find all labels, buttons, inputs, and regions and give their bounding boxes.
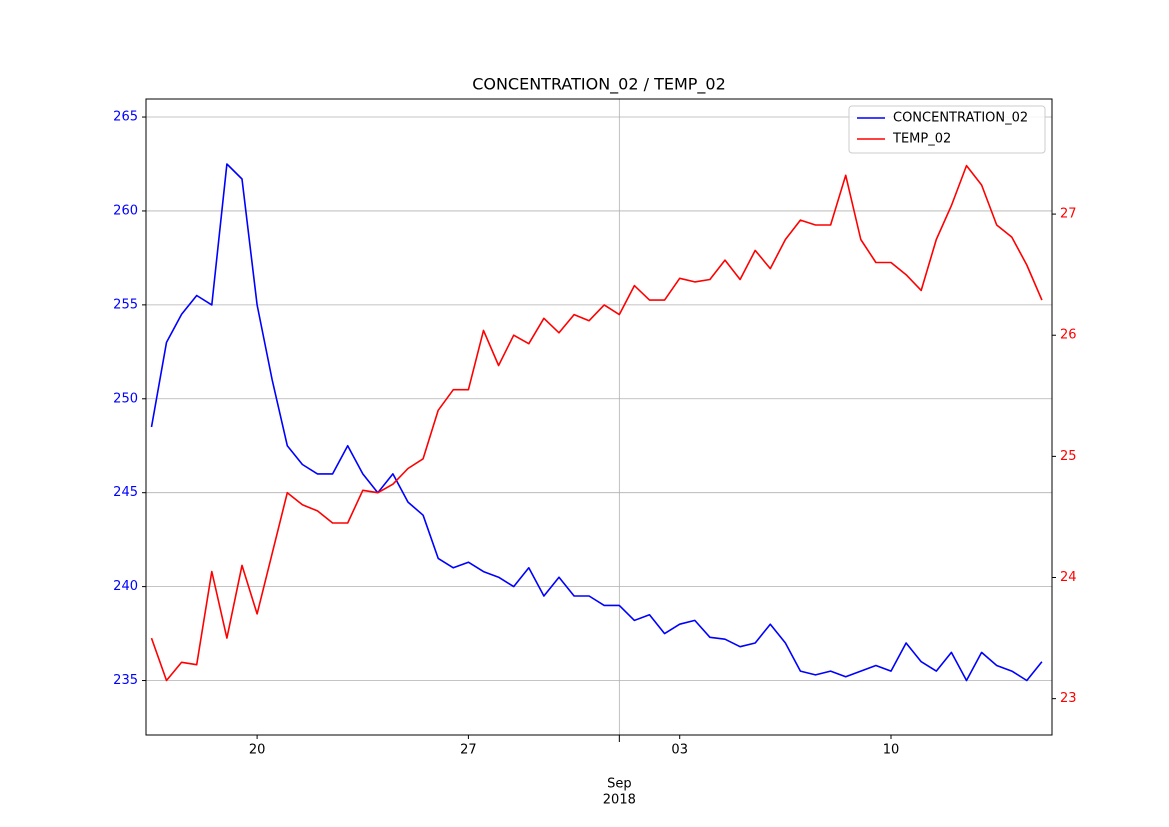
x-major-tick-label: Sep xyxy=(607,777,632,792)
y-tick-label: 265 xyxy=(113,110,138,125)
legend-label: TEMP_02 xyxy=(892,132,951,147)
plot-frame xyxy=(145,98,1053,736)
x-tick-label: 20 xyxy=(249,743,266,758)
y-tick-label: 235 xyxy=(113,673,138,688)
y-tick-label: 240 xyxy=(113,579,138,594)
data-line xyxy=(150,163,1043,682)
y-tick-label: 260 xyxy=(113,203,138,218)
y-tick-label: 250 xyxy=(113,391,138,406)
data-line xyxy=(150,164,1043,682)
x-tick-label: 27 xyxy=(460,743,477,758)
legend-box xyxy=(848,105,1046,154)
y2-tick-label: 27 xyxy=(1060,207,1077,222)
legend-label: CONCENTRATION_02 xyxy=(893,111,1028,126)
x-year-label: 2018 xyxy=(603,793,636,808)
y2-tick-label: 26 xyxy=(1060,328,1077,343)
x-tick-label: 03 xyxy=(671,743,688,758)
x-tick-label: 10 xyxy=(883,743,900,758)
legend: CONCENTRATION_02 TEMP_02 xyxy=(848,105,1046,154)
y2-tick-label: 24 xyxy=(1060,570,1077,585)
y-tick-label: 245 xyxy=(113,485,138,500)
chart-title: CONCENTRATION_02 / TEMP_02 xyxy=(472,75,726,95)
y2-tick-label: 25 xyxy=(1060,449,1077,464)
y-tick-label: 255 xyxy=(113,297,138,312)
y2-tick-label: 23 xyxy=(1060,691,1077,706)
